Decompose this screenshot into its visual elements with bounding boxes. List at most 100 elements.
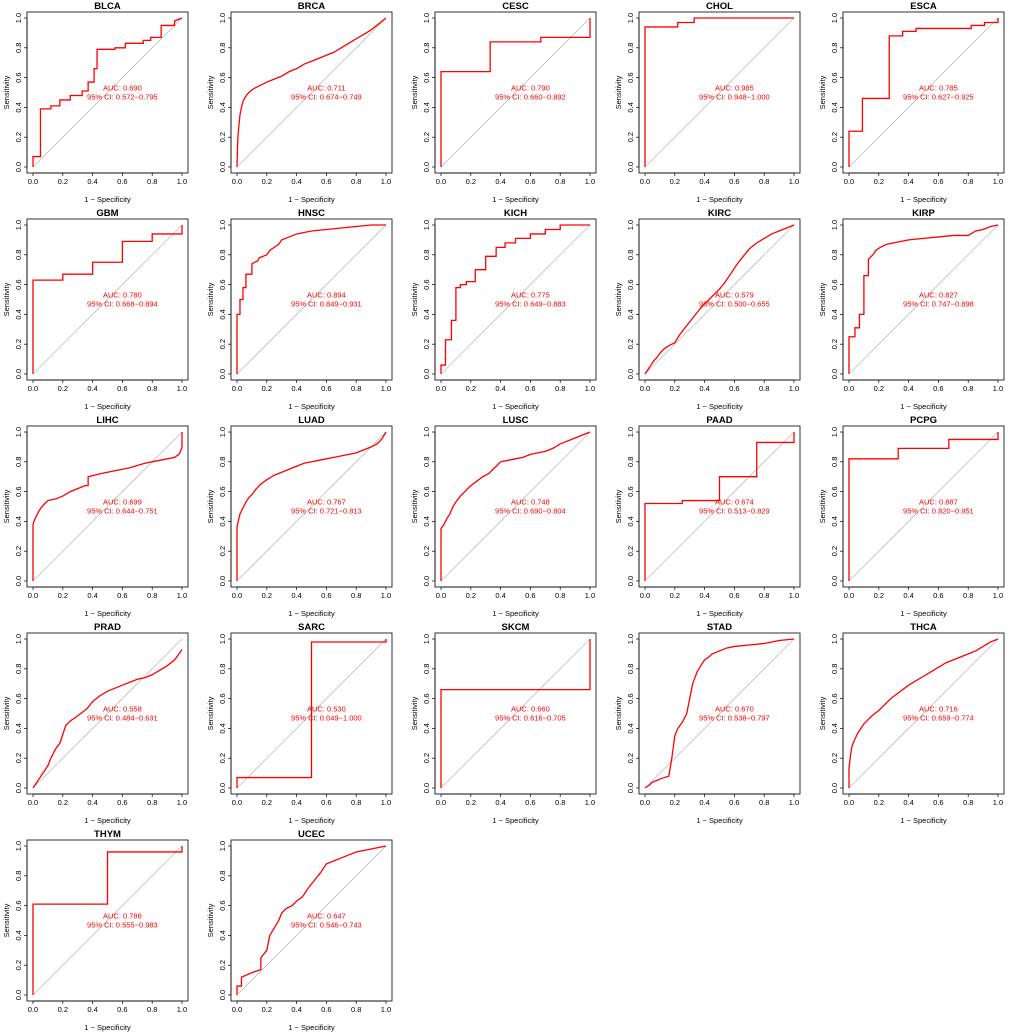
reference-diagonal (644, 224, 795, 375)
reference-diagonal (644, 17, 795, 168)
x-tick-label: 1.0 (177, 384, 187, 393)
auc-label: AUC: 0.711 (307, 84, 345, 93)
y-tick-label: 0.4 (218, 516, 227, 526)
reference-diagonal (848, 638, 999, 789)
roc-curve (644, 432, 795, 581)
reference-diagonal (32, 638, 183, 789)
y-tick-label: 1.0 (626, 13, 635, 23)
roc-curve (440, 431, 591, 581)
roc-panel-gbm: GBM 0.0 0.0 0.2 0.2 0.4 0.4 0.6 0.6 0.8 0.8 1.0 1.0 1… (0, 207, 204, 414)
reference-diagonal (236, 224, 387, 375)
roc-panel-esca: ESCA 0.0 0.0 0.2 0.2 0.4 0.4 0.6 0.6 0.8 0.8 1.0 1.0… (816, 0, 1020, 207)
x-tick-label: 0.8 (147, 1005, 157, 1014)
y-tick-label: 0.2 (626, 753, 635, 763)
auc-label: AUC: 0.827 (919, 291, 958, 300)
y-tick-label: 0.8 (830, 457, 839, 467)
x-tick-label: 0.4 (903, 177, 913, 186)
x-tick-label: 0.6 (321, 591, 331, 600)
x-tick-label: 1.0 (381, 1005, 391, 1014)
auc-label: AUC: 0.674 (715, 498, 754, 507)
x-tick-label: 0.0 (844, 177, 854, 186)
panel-title: PCPG (910, 415, 937, 426)
y-tick-label: 0.8 (218, 457, 227, 467)
x-tick-label: 0.6 (933, 798, 943, 807)
auc-label: AUC: 0.775 (511, 291, 550, 300)
y-tick-label: 0.4 (14, 102, 23, 112)
y-tick-label: 0.6 (422, 693, 431, 703)
x-tick-label: 0.4 (291, 591, 301, 600)
x-tick-label: 0.2 (874, 177, 884, 186)
y-tick-label: 1.0 (218, 634, 227, 644)
reference-diagonal (32, 431, 183, 582)
x-axis-label: 1 − Specificity (900, 609, 947, 618)
x-tick-label: 1.0 (789, 384, 799, 393)
x-tick-label: 0.8 (555, 384, 565, 393)
y-tick-label: 0.2 (626, 132, 635, 142)
ci-label: 95% CI: 0.747−0.898 (903, 300, 974, 309)
y-tick-label: 1.0 (14, 634, 23, 644)
y-tick-label: 0.2 (422, 753, 431, 763)
y-tick-label: 0.0 (14, 162, 23, 172)
x-tick-label: 0.6 (117, 798, 127, 807)
y-tick-label: 0.2 (422, 132, 431, 142)
y-tick-label: 0.2 (218, 339, 227, 349)
panel-title: KICH (504, 208, 527, 219)
y-tick-label: 0.2 (218, 132, 227, 142)
y-axis-label: Sensitivity (614, 696, 623, 730)
y-tick-label: 0.6 (218, 900, 227, 910)
y-tick-label: 0.2 (830, 753, 839, 763)
y-tick-label: 0.8 (14, 250, 23, 260)
y-tick-label: 0.8 (422, 457, 431, 467)
roc-panel-stad: STAD 0.0 0.0 0.2 0.2 0.4 0.4 0.6 0.6 0.8 0.8 1.0 1.0… (612, 621, 816, 828)
roc-plot: KICH 0.0 0.0 0.2 0.2 0.4 0.4 0.6 0.6 0.8 0.8 1.0 1.0… (410, 208, 597, 411)
y-tick-label: 0.0 (422, 162, 431, 172)
y-tick-label: 0.8 (14, 457, 23, 467)
x-tick-label: 0.0 (640, 591, 650, 600)
ci-label: 95% CI: 0.649−0.883 (495, 300, 566, 309)
roc-plot: PAAD 0.0 0.0 0.2 0.2 0.4 0.4 0.6 0.6 0.8 0.8 1.0 1.0… (614, 415, 801, 618)
x-tick-label: 0.2 (262, 384, 272, 393)
y-tick-label: 0.2 (14, 960, 23, 970)
x-axis-label: 1 − Specificity (288, 402, 335, 411)
x-tick-label: 0.6 (321, 798, 331, 807)
x-tick-label: 0.0 (640, 177, 650, 186)
y-tick-label: 0.2 (14, 753, 23, 763)
reference-diagonal (32, 845, 183, 996)
x-tick-label: 0.6 (525, 177, 535, 186)
y-tick-label: 0.4 (830, 102, 839, 112)
y-tick-label: 0.2 (14, 546, 23, 556)
y-axis-label: Sensitivity (206, 696, 215, 730)
x-tick-label: 0.6 (321, 384, 331, 393)
reference-diagonal (848, 224, 999, 375)
x-tick-label: 0.4 (699, 384, 709, 393)
x-tick-label: 0.8 (963, 384, 973, 393)
x-tick-label: 0.0 (28, 798, 38, 807)
roc-curve (236, 224, 386, 374)
x-tick-label: 0.4 (495, 384, 505, 393)
ci-label: 95% CI: 0.500−0.655 (699, 300, 770, 309)
y-axis-label: Sensitivity (206, 75, 215, 109)
y-tick-label: 0.0 (14, 783, 23, 793)
y-tick-label: 1.0 (626, 634, 635, 644)
x-tick-label: 0.6 (321, 1005, 331, 1014)
reference-diagonal (32, 17, 183, 168)
y-tick-label: 0.6 (626, 486, 635, 496)
y-tick-label: 0.2 (218, 753, 227, 763)
auc-label: AUC: 0.699 (103, 498, 142, 507)
y-axis-label: Sensitivity (614, 282, 623, 316)
x-tick-label: 0.8 (555, 177, 565, 186)
roc-plot: CHOL 0.0 0.0 0.2 0.2 0.4 0.4 0.6 0.6 0.8 0.8 1.0 1.0… (614, 1, 801, 204)
x-tick-label: 0.0 (28, 1005, 38, 1014)
x-tick-label: 0.4 (903, 384, 913, 393)
ci-label: 95% CI: 0.674−0.749 (291, 93, 362, 102)
y-tick-label: 0.2 (626, 339, 635, 349)
ci-label: 95% CI: 0.484−0.631 (87, 714, 158, 723)
roc-panel-kirp: KIRP 0.0 0.0 0.2 0.2 0.4 0.4 0.6 0.6 0.8 0.8 1.0 1.0… (816, 207, 1020, 414)
x-tick-label: 1.0 (177, 591, 187, 600)
roc-curve (644, 638, 795, 789)
roc-plot: BLCA 0.0 0.0 0.2 0.2 0.4 0.4 0.6 0.6 0.8 0.8 1.0 1.0… (2, 1, 189, 204)
roc-plot: HNSC 0.0 0.0 0.2 0.2 0.4 0.4 0.6 0.6 0.8 0.8 1.0 1.0… (206, 208, 393, 411)
y-tick-label: 0.8 (14, 43, 23, 53)
ci-label: 95% CI: 0.546−0.743 (291, 921, 362, 930)
panel-title: HNSC (298, 208, 325, 219)
